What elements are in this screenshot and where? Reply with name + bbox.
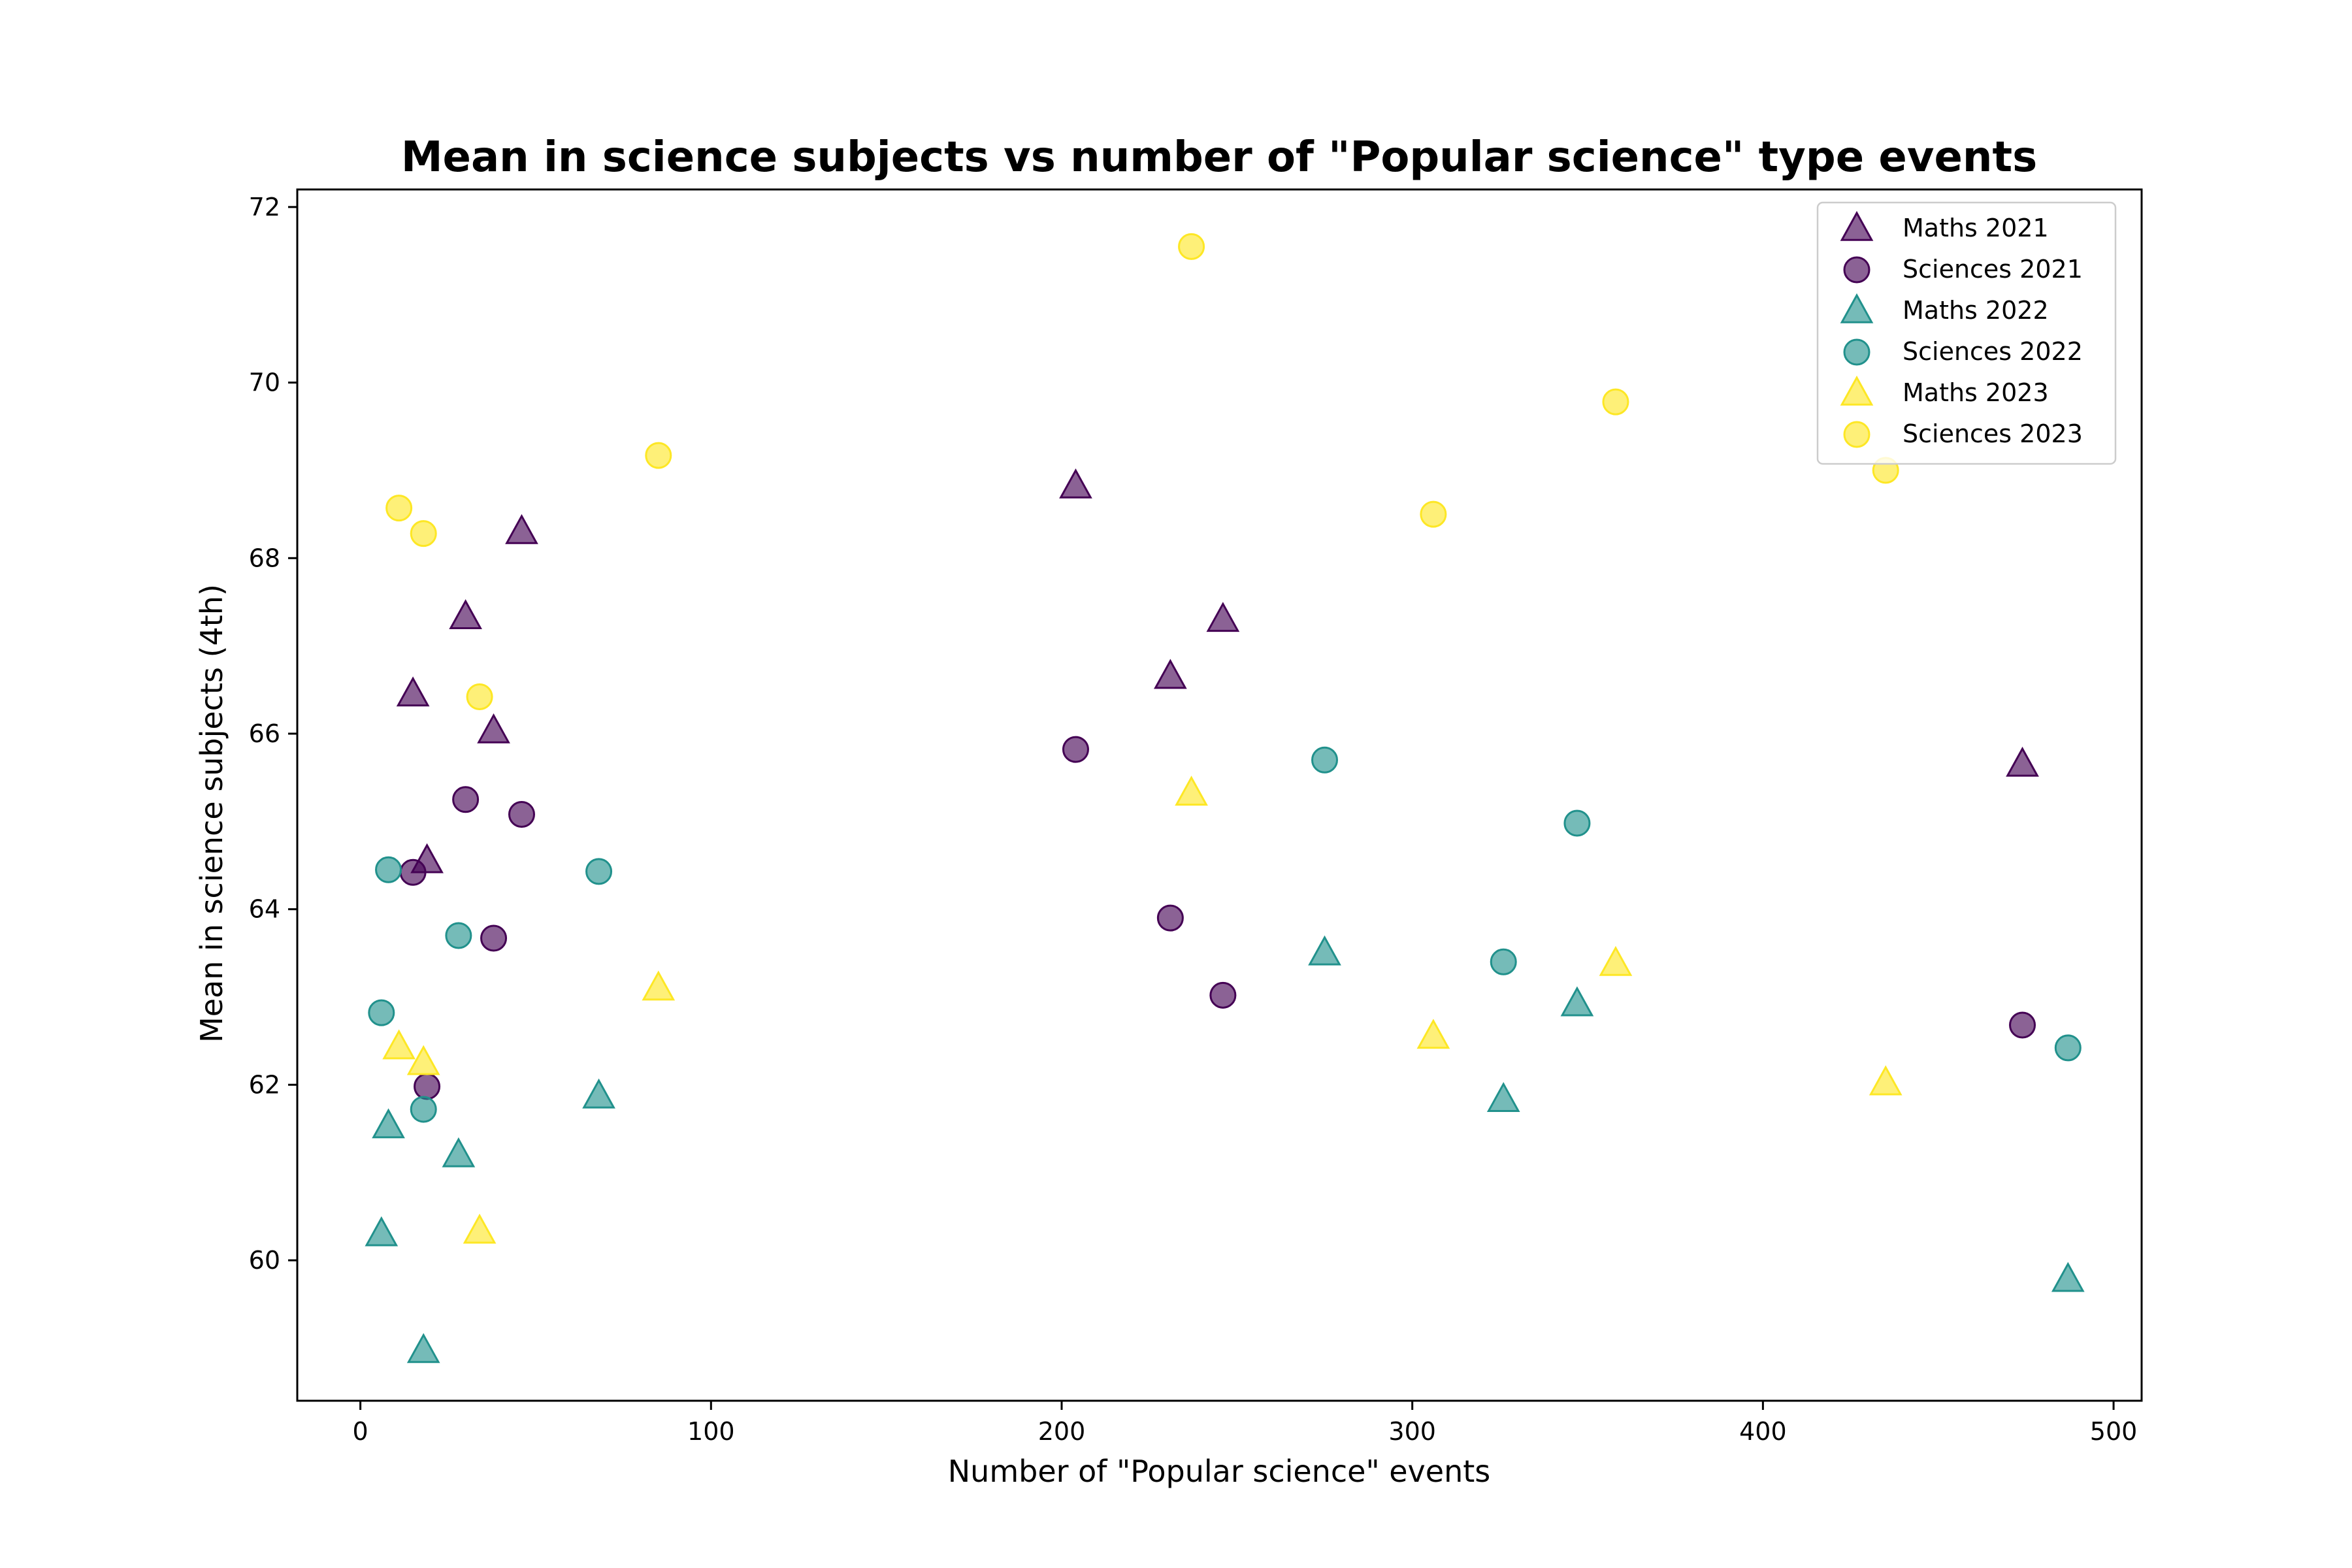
circle-point [1563,809,1591,837]
series-maths-2022 [365,935,2085,1364]
triangle-point [1059,468,1092,498]
triangle-point [1154,659,1187,689]
triangle-point [2051,1262,2085,1292]
circle-point [466,683,493,711]
circle-point [1209,981,1237,1009]
triangle-point [406,1045,440,1075]
legend-marker [1840,375,1874,406]
circle-point [1178,233,1205,260]
triangle-point [372,1108,405,1139]
triangle-point [463,1213,497,1244]
circle-point [368,999,395,1026]
circle-point [645,442,672,469]
y-tick-label: 72 [249,193,280,221]
x-tick-label: 400 [1739,1417,1787,1446]
circle-point [1156,904,1184,932]
legend-marker [1843,256,1870,284]
legend-marker [1843,338,1870,366]
y-tick-label: 66 [249,719,280,748]
legend-entry: Maths 2021 [1903,214,2049,242]
triangle-point [1486,1082,1520,1112]
x-axis-ticks: 0 100 200 300 400 500 [353,1401,2138,1446]
triangle-point [449,599,482,630]
x-tick-label: 0 [353,1417,368,1446]
chart-title: Mean in science subjects vs number of "P… [401,133,2037,182]
legend-marker [1843,421,1870,448]
legend-marker [1840,210,1874,241]
triangle-point [365,1216,399,1247]
x-tick-label: 200 [1038,1417,1086,1446]
circle-point [508,801,535,828]
triangle-point [1869,1065,1903,1096]
x-axis-label: Number of "Popular science" events [948,1454,1490,1489]
circle-point [480,924,508,952]
triangle-point [1599,945,1633,976]
triangle-point [1175,776,1208,806]
circle-point [399,858,427,886]
series-maths-2021 [396,468,2039,874]
y-tick-label: 64 [249,895,280,924]
legend-box [1816,201,2117,465]
triangle-point [406,1333,440,1364]
triangle-point [642,970,676,1001]
triangle-point [1206,602,1240,632]
circle-point [1490,948,1517,975]
plot-area [296,188,2143,1402]
y-tick-label: 60 [249,1246,280,1275]
series-sciences-2022 [368,746,2082,1123]
circle-point [1311,746,1339,774]
y-tick-label: 68 [249,544,280,572]
triangle-point [396,676,430,707]
legend-entry: Sciences 2022 [1903,337,2083,366]
legend-entry: Sciences 2021 [1903,255,2083,284]
circle-point [2054,1034,2082,1062]
y-axis-label: Mean in science subjects (4th) [194,584,229,1043]
circle-point [445,922,472,949]
y-axis-ticks: 60 62 64 66 68 70 72 [249,193,297,1275]
circle-point [1062,736,1089,763]
legend-marker [1840,293,1874,323]
circle-point [585,858,613,885]
series-sciences-2023 [385,233,1899,711]
legend-entry: Maths 2022 [1903,296,2049,325]
plot-frame [296,188,2143,1402]
circle-point [452,786,480,813]
series-maths-2023 [382,776,1903,1244]
triangle-point [382,1029,416,1060]
triangle-point [1308,935,1341,966]
y-tick-label: 70 [249,368,280,397]
circle-point [410,520,437,547]
x-tick-label: 300 [1388,1417,1436,1446]
circle-point [1602,388,1629,416]
circle-point [2009,1011,2036,1039]
data-marks [365,233,2085,1364]
circle-point [414,1073,441,1100]
triangle-point [1416,1019,1450,1049]
triangle-point [477,713,510,743]
legend-entry: Sciences 2023 [1903,419,2083,448]
circle-point [1420,500,1447,528]
y-tick-label: 62 [249,1070,280,1099]
circle-point [375,856,402,883]
series-sciences-2021 [399,736,2036,1100]
triangle-point [442,1137,476,1168]
triangle-point [2006,746,2039,777]
legend-entry: Maths 2023 [1903,378,2049,407]
legend: Maths 2021 Sciences 2021 Maths 2022 Science… [1816,201,2117,465]
circle-point [410,1096,437,1123]
triangle-point [505,514,538,544]
x-tick-label: 500 [2090,1417,2138,1446]
x-tick-label: 100 [687,1417,735,1446]
circle-point [385,495,413,522]
triangle-point [1560,986,1594,1017]
triangle-point [582,1078,615,1109]
